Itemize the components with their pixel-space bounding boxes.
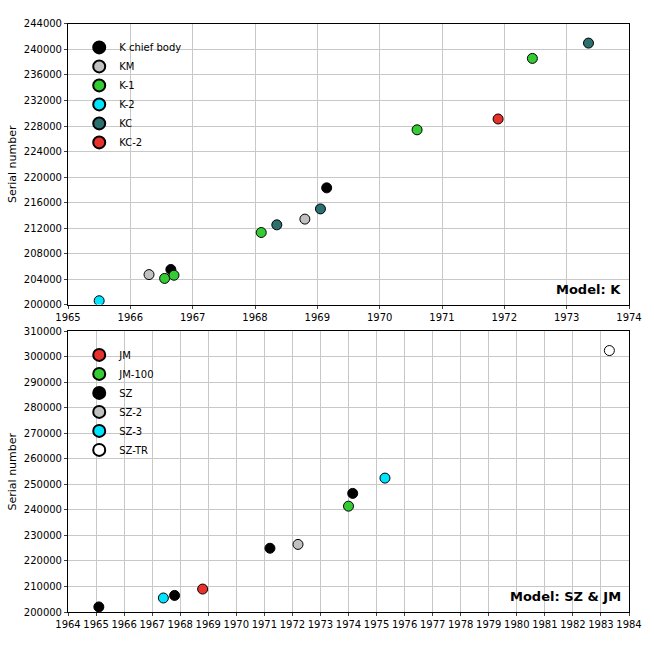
svg-text:1966: 1966 — [111, 619, 136, 630]
svg-text:K-2: K-2 — [119, 99, 134, 110]
svg-text:280000: 280000 — [24, 402, 62, 413]
svg-text:Model: K: Model: K — [556, 282, 621, 297]
svg-text:1967: 1967 — [180, 312, 205, 323]
svg-text:204000: 204000 — [24, 274, 62, 285]
svg-text:270000: 270000 — [24, 428, 62, 439]
svg-text:240000: 240000 — [24, 504, 62, 515]
svg-text:230000: 230000 — [24, 530, 62, 541]
svg-text:300000: 300000 — [24, 351, 62, 362]
svg-text:244000: 244000 — [24, 18, 62, 29]
svg-text:K chief body: K chief body — [119, 42, 181, 53]
svg-text:1965: 1965 — [55, 312, 80, 323]
svg-text:236000: 236000 — [24, 69, 62, 80]
svg-text:KC: KC — [119, 118, 132, 129]
svg-text:232000: 232000 — [24, 95, 62, 106]
svg-text:1970: 1970 — [224, 619, 249, 630]
svg-text:1964: 1964 — [55, 619, 80, 630]
svg-text:250000: 250000 — [24, 479, 62, 490]
svg-text:1981: 1981 — [532, 619, 557, 630]
svg-text:JM: JM — [118, 350, 131, 361]
svg-text:1968: 1968 — [167, 619, 192, 630]
svg-text:210000: 210000 — [24, 581, 62, 592]
svg-text:208000: 208000 — [24, 248, 62, 259]
svg-text:220000: 220000 — [24, 172, 62, 183]
svg-text:Model: SZ & JM: Model: SZ & JM — [510, 589, 621, 604]
svg-text:216000: 216000 — [24, 197, 62, 208]
svg-text:224000: 224000 — [24, 146, 62, 157]
svg-text:KC-2: KC-2 — [119, 137, 142, 148]
svg-text:1975: 1975 — [364, 619, 389, 630]
svg-text:1976: 1976 — [392, 619, 417, 630]
svg-text:JM-100: JM-100 — [118, 369, 153, 380]
svg-text:1978: 1978 — [448, 619, 473, 630]
svg-text:240000: 240000 — [24, 44, 62, 55]
svg-text:SZ: SZ — [119, 388, 132, 399]
svg-text:1982: 1982 — [560, 619, 585, 630]
svg-text:1983: 1983 — [588, 619, 613, 630]
svg-text:260000: 260000 — [24, 453, 62, 464]
svg-text:1968: 1968 — [242, 312, 267, 323]
svg-text:1969: 1969 — [196, 619, 221, 630]
svg-text:SZ-TR: SZ-TR — [119, 445, 148, 456]
svg-text:K-1: K-1 — [119, 80, 134, 91]
svg-text:228000: 228000 — [24, 121, 62, 132]
svg-text:200000: 200000 — [24, 607, 62, 618]
svg-text:1979: 1979 — [476, 619, 501, 630]
svg-text:SZ-2: SZ-2 — [119, 407, 142, 418]
svg-text:KM: KM — [119, 61, 134, 72]
svg-text:310000: 310000 — [24, 326, 62, 337]
svg-text:1984: 1984 — [616, 619, 641, 630]
svg-text:1980: 1980 — [504, 619, 529, 630]
svg-text:SZ-3: SZ-3 — [119, 426, 142, 437]
svg-text:220000: 220000 — [24, 555, 62, 566]
svg-text:Serial number: Serial number — [6, 432, 19, 510]
svg-text:1969: 1969 — [305, 312, 330, 323]
svg-text:1977: 1977 — [420, 619, 445, 630]
svg-text:1972: 1972 — [280, 619, 305, 630]
svg-text:1965: 1965 — [83, 619, 108, 630]
svg-text:Serial number: Serial number — [6, 125, 19, 203]
svg-text:1974: 1974 — [336, 619, 361, 630]
svg-text:1973: 1973 — [308, 619, 333, 630]
svg-text:1967: 1967 — [139, 619, 164, 630]
svg-text:1972: 1972 — [492, 312, 517, 323]
svg-text:1974: 1974 — [616, 312, 641, 323]
svg-text:200000: 200000 — [24, 299, 62, 310]
svg-text:1971: 1971 — [429, 312, 454, 323]
svg-text:1970: 1970 — [367, 312, 392, 323]
svg-text:1971: 1971 — [252, 619, 277, 630]
svg-text:290000: 290000 — [24, 377, 62, 388]
svg-text:1973: 1973 — [554, 312, 579, 323]
svg-text:1966: 1966 — [118, 312, 143, 323]
svg-text:212000: 212000 — [24, 223, 62, 234]
